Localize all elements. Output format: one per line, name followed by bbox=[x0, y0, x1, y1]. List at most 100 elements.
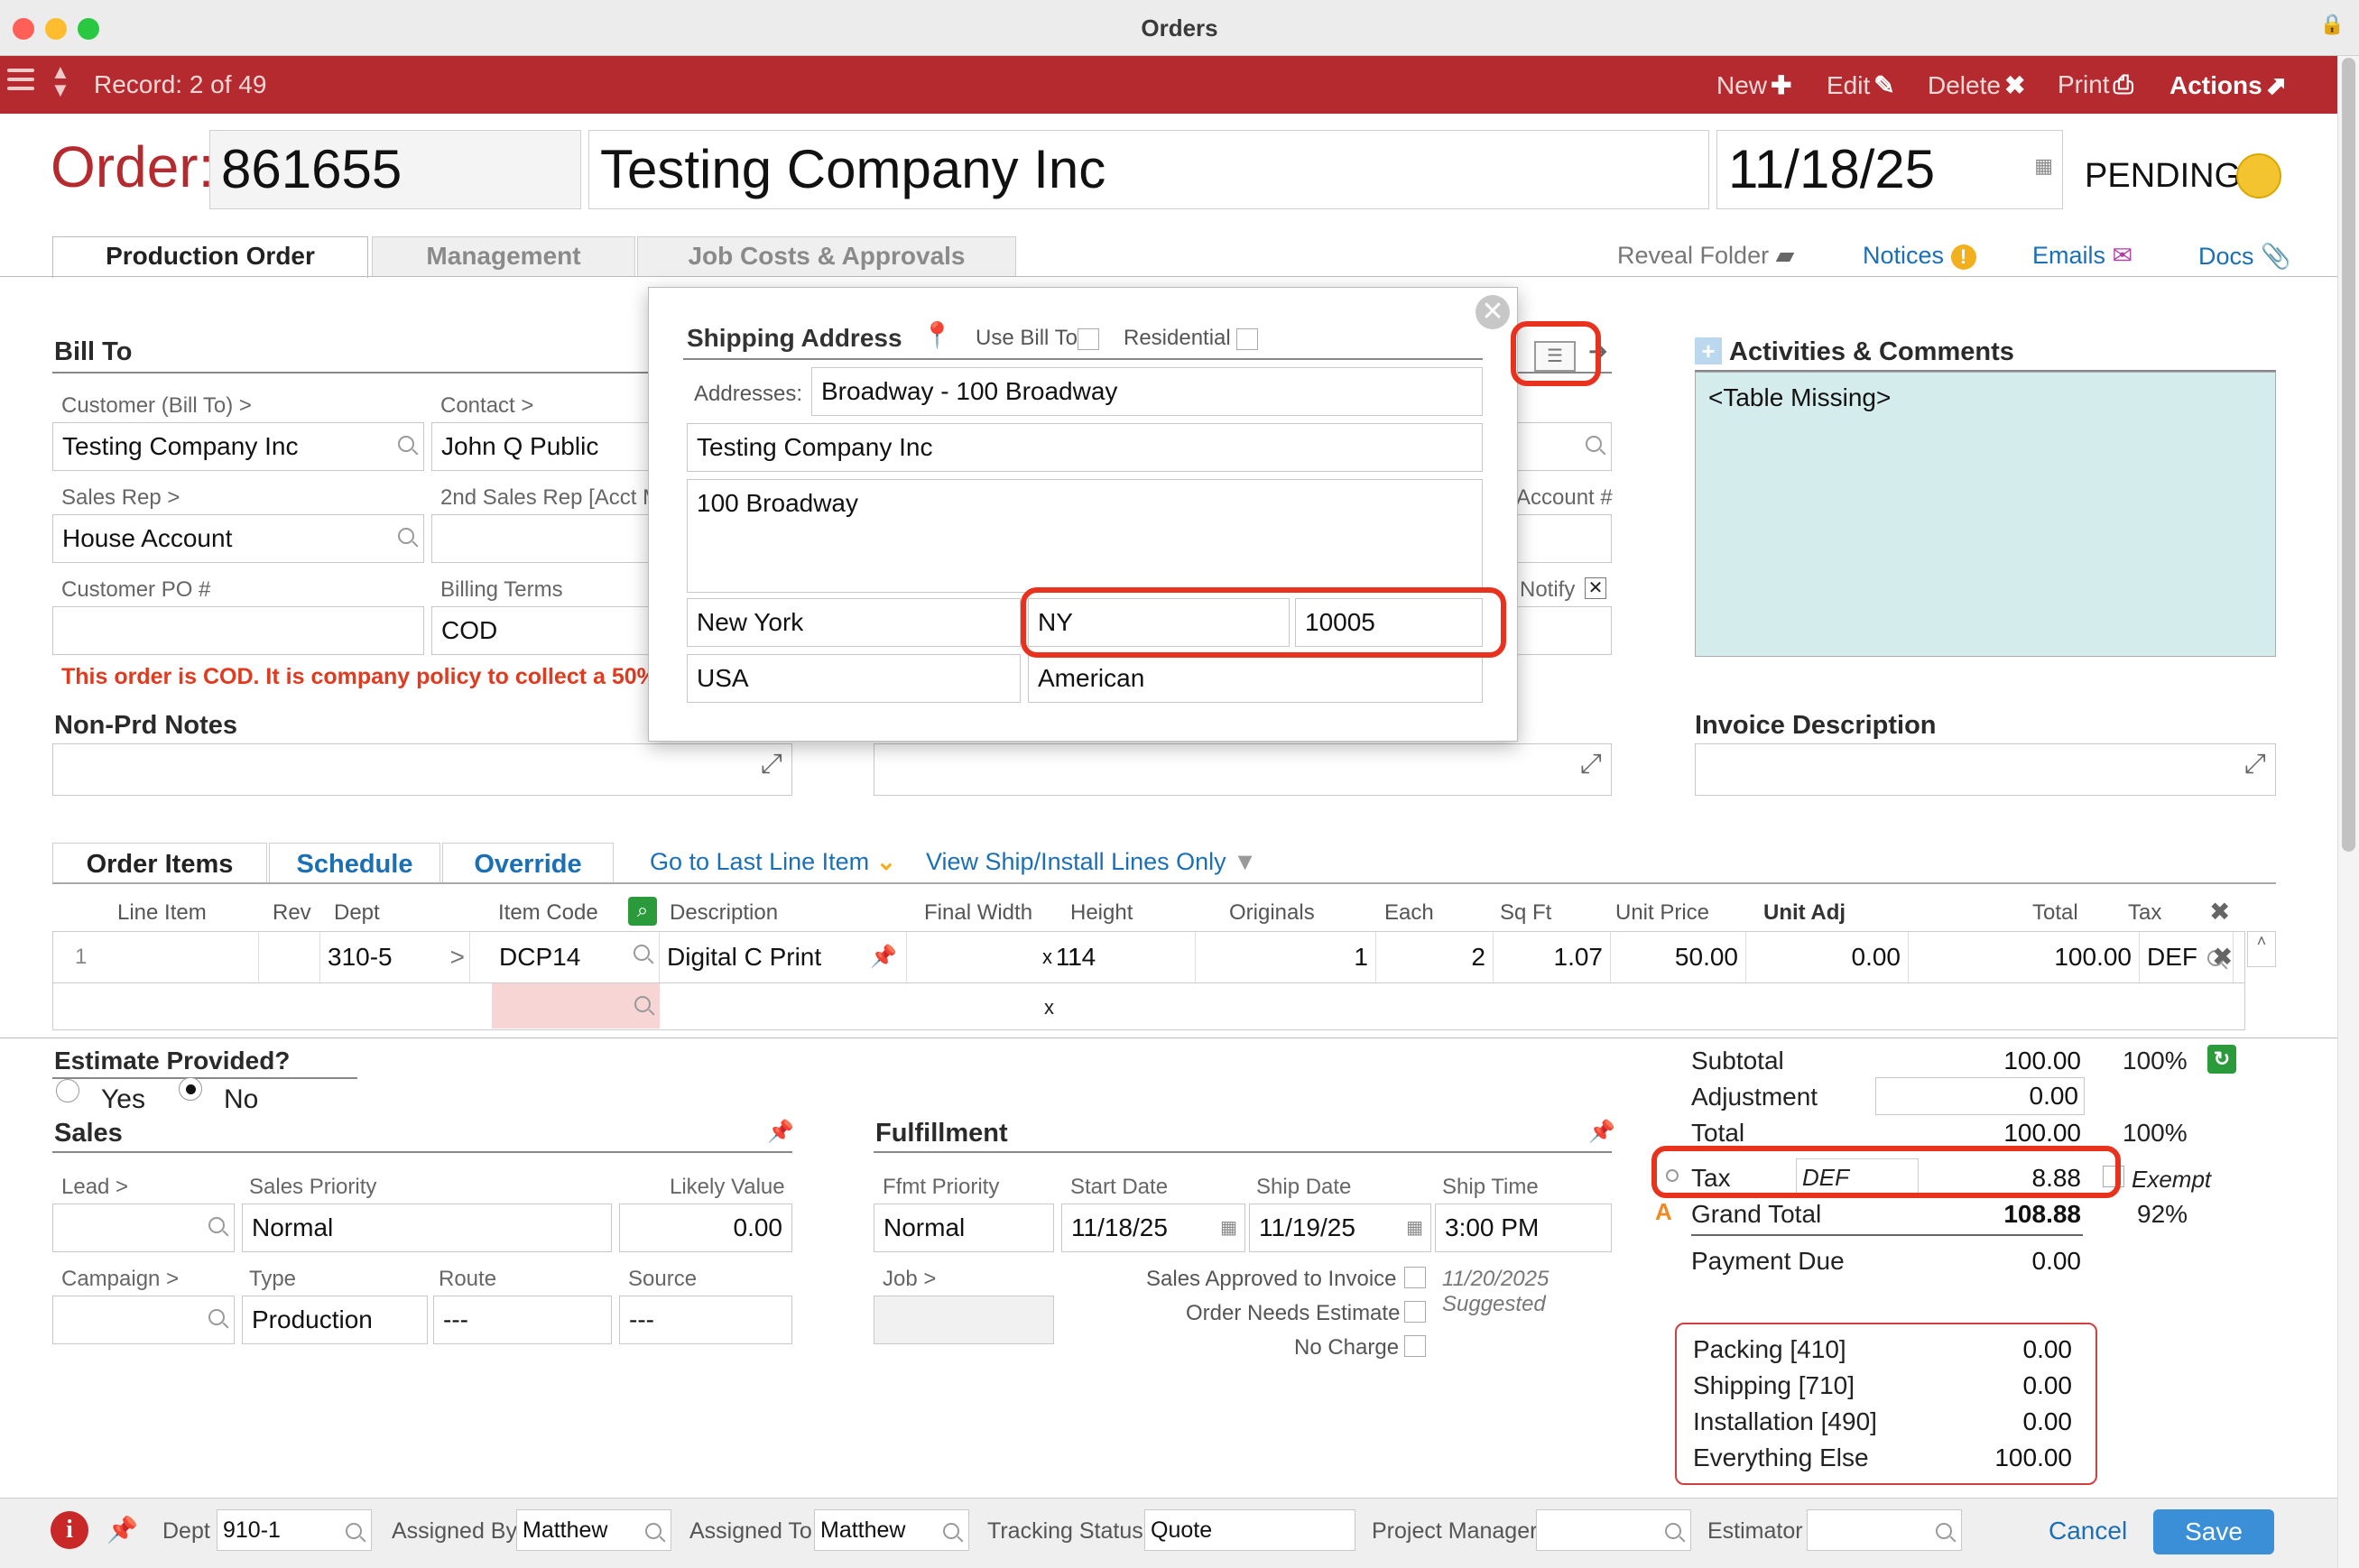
cell-unit-price[interactable]: 50.00 bbox=[1611, 932, 1746, 982]
ffmt-priority-field[interactable]: Normal bbox=[874, 1204, 1054, 1252]
tracking-status-field[interactable]: Quote bbox=[1144, 1509, 1355, 1551]
non-prd-notes-field[interactable]: ⤢ bbox=[52, 743, 792, 796]
delete-button[interactable]: Delete ✖ bbox=[1928, 71, 2026, 99]
search-icon[interactable] bbox=[398, 436, 414, 452]
cell-rev[interactable] bbox=[259, 932, 320, 982]
cell-each[interactable]: 2 bbox=[1376, 932, 1494, 982]
search-icon[interactable] bbox=[208, 1309, 225, 1325]
notify-field[interactable] bbox=[1513, 606, 1612, 655]
search-icon[interactable] bbox=[346, 1523, 362, 1539]
pin-icon[interactable]: 📌 bbox=[767, 1120, 794, 1144]
search-icon[interactable] bbox=[2207, 950, 2224, 966]
job-field[interactable] bbox=[874, 1296, 1054, 1344]
map-pin-icon[interactable]: 📍 bbox=[921, 321, 953, 349]
search-icon[interactable] bbox=[645, 1523, 661, 1539]
notes-field[interactable]: ⤢ bbox=[874, 743, 1612, 796]
emails-link[interactable]: Emails ✉ bbox=[2032, 242, 2133, 269]
address-card-icon[interactable]: ☰ bbox=[1534, 341, 1576, 372]
billing-terms-field[interactable]: COD bbox=[431, 606, 657, 655]
dept-chevron-icon[interactable]: > bbox=[449, 943, 465, 971]
assigned-to-field[interactable]: Matthew bbox=[814, 1509, 969, 1551]
delete-column-icon[interactable]: ✖ bbox=[2209, 898, 2231, 926]
residential-checkbox[interactable] bbox=[1236, 327, 1259, 350]
campaign-field[interactable] bbox=[52, 1296, 235, 1344]
cell-width[interactable]: 11 bbox=[1055, 943, 1082, 971]
window-scrollbar[interactable] bbox=[2337, 56, 2359, 1568]
search-icon[interactable] bbox=[1586, 436, 1602, 452]
minimize-window-button[interactable] bbox=[45, 18, 67, 40]
actions-button[interactable]: Actions ⬈ bbox=[2169, 71, 2288, 99]
estimator-field[interactable] bbox=[1807, 1509, 1962, 1551]
contact-search-field[interactable] bbox=[1513, 422, 1612, 471]
new-button[interactable]: New ✚ bbox=[1716, 71, 1792, 99]
sales-rep-label[interactable]: Sales Rep > bbox=[61, 485, 180, 510]
add-activity-icon[interactable]: + bbox=[1695, 337, 1722, 364]
likely-value-field[interactable]: 0.00 bbox=[619, 1204, 792, 1252]
docs-link[interactable]: Docs 📎 bbox=[2198, 243, 2291, 270]
info-icon[interactable]: i bbox=[51, 1511, 88, 1549]
table-row[interactable]: x bbox=[52, 983, 2245, 1030]
search-icon[interactable] bbox=[943, 1523, 959, 1539]
search-icon[interactable] bbox=[398, 528, 414, 544]
ship-state-field[interactable]: NY bbox=[1028, 598, 1290, 647]
contact-field[interactable]: John Q Public bbox=[431, 422, 657, 471]
search-icon[interactable] bbox=[634, 996, 651, 1012]
scroll-up-icon[interactable]: ˄ bbox=[2247, 931, 2276, 967]
calendar-icon[interactable]: ▦ bbox=[1220, 1218, 1237, 1238]
refresh-icon[interactable]: ↻ bbox=[2207, 1045, 2236, 1074]
addresses-select[interactable]: Broadway - 100 Broadway bbox=[811, 367, 1483, 416]
pin-icon[interactable]: 📌 bbox=[870, 945, 897, 969]
sales-priority-field[interactable]: Normal bbox=[242, 1204, 612, 1252]
ship-city-field[interactable]: New York bbox=[687, 598, 1021, 647]
campaign-label[interactable]: Campaign > bbox=[61, 1267, 180, 1291]
assigned-by-field[interactable]: Matthew bbox=[516, 1509, 671, 1551]
source-field[interactable]: --- bbox=[619, 1296, 792, 1344]
use-bill-to-checkbox[interactable] bbox=[1077, 327, 1099, 350]
search-icon[interactable] bbox=[208, 1217, 225, 1233]
search-icon[interactable] bbox=[1665, 1523, 1681, 1539]
ship-date-field[interactable]: 11/19/25 ▦ bbox=[1249, 1204, 1431, 1252]
go-last-line-link[interactable]: Go to Last Line Item ⌄ bbox=[650, 848, 897, 875]
lead-label[interactable]: Lead > bbox=[61, 1175, 129, 1199]
adjustment-field[interactable]: 0.00 bbox=[1875, 1077, 2085, 1115]
use-bill-to-option[interactable]: Use Bill To bbox=[976, 326, 1099, 351]
ship-company-field[interactable]: Testing Company Inc bbox=[687, 423, 1483, 472]
sales-rep-field[interactable]: House Account bbox=[52, 514, 424, 563]
reveal-folder-link[interactable]: Reveal Folder ▰ bbox=[1617, 242, 1795, 269]
invoice-description-field[interactable]: ⤢ bbox=[1695, 743, 2276, 796]
close-window-button[interactable] bbox=[13, 18, 34, 40]
close-icon[interactable]: ✕ bbox=[1476, 295, 1510, 329]
cell-unit-adj[interactable]: 0.00 bbox=[1746, 932, 1909, 982]
tab-override[interactable]: Override bbox=[442, 843, 614, 884]
company-name-field[interactable]: Testing Company Inc bbox=[588, 130, 1709, 209]
customer-po-field[interactable] bbox=[52, 606, 424, 655]
ship-street-field[interactable]: 100 Broadway bbox=[687, 479, 1483, 593]
print-button[interactable]: Print ⎙ bbox=[2058, 70, 2133, 98]
type-field[interactable]: Production bbox=[242, 1296, 428, 1344]
cell-dept[interactable]: 310-5 bbox=[320, 932, 470, 982]
calendar-icon[interactable]: ▦ bbox=[2034, 154, 2053, 177]
expand-icon[interactable]: ⤢ bbox=[761, 749, 782, 779]
tab-management[interactable]: Management bbox=[372, 236, 635, 276]
start-date-field[interactable]: 11/18/25 ▦ bbox=[1061, 1204, 1245, 1252]
pin-icon[interactable]: 📌 bbox=[106, 1516, 138, 1544]
menu-icon[interactable] bbox=[7, 69, 34, 94]
ship-country-field[interactable]: USA bbox=[687, 654, 1021, 703]
contact-label[interactable]: Contact > bbox=[440, 393, 534, 418]
pin-icon[interactable]: 📌 bbox=[1588, 1120, 1615, 1144]
notices-link[interactable]: Notices ! bbox=[1863, 242, 1976, 270]
estimate-no-radio[interactable] bbox=[179, 1077, 202, 1101]
order-number-field[interactable]: 861655 bbox=[209, 130, 581, 209]
tab-job-costs[interactable]: Job Costs & Approvals bbox=[637, 236, 1016, 276]
account-number-field[interactable] bbox=[1513, 514, 1612, 563]
scrollbar-thumb[interactable] bbox=[2342, 58, 2355, 852]
no-charge-checkbox[interactable] bbox=[1404, 1335, 1426, 1357]
dept-field[interactable]: 910-1 bbox=[217, 1509, 372, 1551]
tab-production-order[interactable]: Production Order bbox=[52, 236, 368, 278]
cell-height[interactable]: 14 bbox=[1060, 932, 1196, 982]
customer-label[interactable]: Customer (Bill To) > bbox=[61, 393, 252, 418]
job-label[interactable]: Job > bbox=[883, 1267, 937, 1291]
expand-icon[interactable]: ⤢ bbox=[2244, 749, 2266, 779]
second-sales-rep-field[interactable] bbox=[431, 514, 657, 563]
delete-row-icon[interactable]: ✖ bbox=[2212, 943, 2234, 971]
